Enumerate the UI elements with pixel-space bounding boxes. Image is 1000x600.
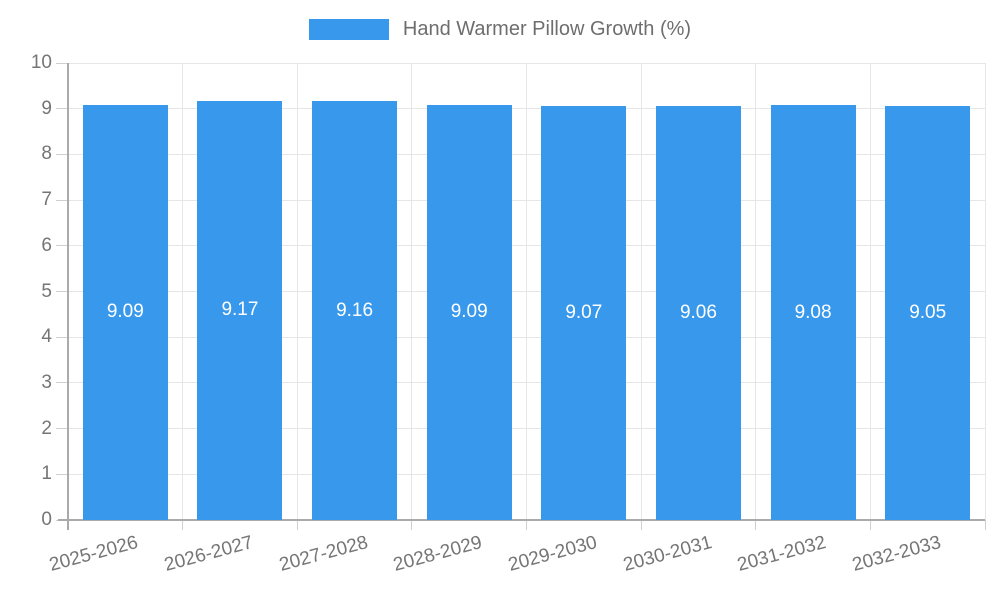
x-tick-mark xyxy=(526,520,527,530)
y-tick-label: 5 xyxy=(41,280,52,302)
x-gridline xyxy=(755,63,757,520)
y-tick-label: 10 xyxy=(30,52,52,73)
x-gridline xyxy=(296,63,298,520)
y-tick-label: 2 xyxy=(41,417,52,439)
x-axis-line xyxy=(58,519,985,521)
x-tick-label: 2030-2031 xyxy=(620,532,714,576)
bar[interactable] xyxy=(426,104,512,520)
bar-value-label: 9.08 xyxy=(794,301,832,323)
x-gridline xyxy=(984,63,986,520)
y-tick-label: 0 xyxy=(41,509,52,530)
legend-swatch xyxy=(308,19,389,40)
y-tick-label: 7 xyxy=(41,189,52,211)
y-tick-mark xyxy=(56,428,68,430)
y-tick-mark xyxy=(56,199,68,201)
bar[interactable] xyxy=(197,100,283,520)
y-tick-mark xyxy=(56,245,68,247)
bar-value-label: 9.16 xyxy=(336,299,374,321)
bar-value-label: 9.17 xyxy=(221,299,259,321)
chart-legend[interactable]: Hand Warmer Pillow Growth (%) xyxy=(0,18,1000,41)
x-tick-label: 2025-2026 xyxy=(47,532,141,576)
y-tick-label: 4 xyxy=(41,326,52,348)
x-tick-label: 2029-2030 xyxy=(506,532,600,576)
bar[interactable] xyxy=(312,101,398,520)
x-tick-label: 2027-2028 xyxy=(276,532,370,576)
bar-value-label: 9.05 xyxy=(909,302,947,324)
x-tick-label: 2031-2032 xyxy=(735,532,829,576)
y-tick-mark xyxy=(56,108,68,110)
x-gridline xyxy=(182,63,184,520)
x-tick-mark xyxy=(984,520,986,530)
y-tick-mark xyxy=(56,291,68,292)
y-tick-label: 1 xyxy=(41,463,52,485)
y-tick-label: 8 xyxy=(41,143,52,165)
legend-label: Hand Warmer Pillow Growth (%) xyxy=(402,18,692,40)
bar-value-label: 9.09 xyxy=(450,301,488,323)
bar[interactable] xyxy=(655,105,741,520)
y-tick-mark xyxy=(56,382,68,384)
y-tick-mark xyxy=(56,336,68,338)
bar[interactable] xyxy=(885,106,971,520)
y-tick-mark xyxy=(56,473,68,475)
y-tick-label: 6 xyxy=(41,234,52,256)
x-tick-label: 2026-2027 xyxy=(162,532,256,576)
y-tick-mark xyxy=(56,153,68,155)
bar[interactable] xyxy=(541,105,627,520)
x-tick-mark xyxy=(411,520,413,530)
x-tick-mark xyxy=(640,520,642,530)
bar-value-label: 9.09 xyxy=(106,301,144,323)
x-tick-mark xyxy=(869,520,871,530)
x-tick-label: 2032-2033 xyxy=(849,532,944,576)
x-gridline xyxy=(640,63,642,520)
y-axis-line xyxy=(67,63,69,530)
bar-value-label: 9.07 xyxy=(565,301,603,323)
bar[interactable] xyxy=(770,105,856,520)
x-tick-mark xyxy=(182,520,184,530)
x-gridline xyxy=(526,63,527,520)
x-tick-mark xyxy=(755,520,757,530)
x-gridline xyxy=(411,63,413,520)
y-tick-label: 9 xyxy=(41,97,52,119)
y-tick-mark xyxy=(56,62,68,64)
x-tick-label: 2028-2029 xyxy=(391,532,485,576)
y-tick-label: 3 xyxy=(41,371,52,393)
bar-value-label: 9.06 xyxy=(679,301,717,323)
x-tick-mark xyxy=(296,520,298,530)
x-gridline xyxy=(869,63,871,520)
bar[interactable] xyxy=(82,104,168,520)
